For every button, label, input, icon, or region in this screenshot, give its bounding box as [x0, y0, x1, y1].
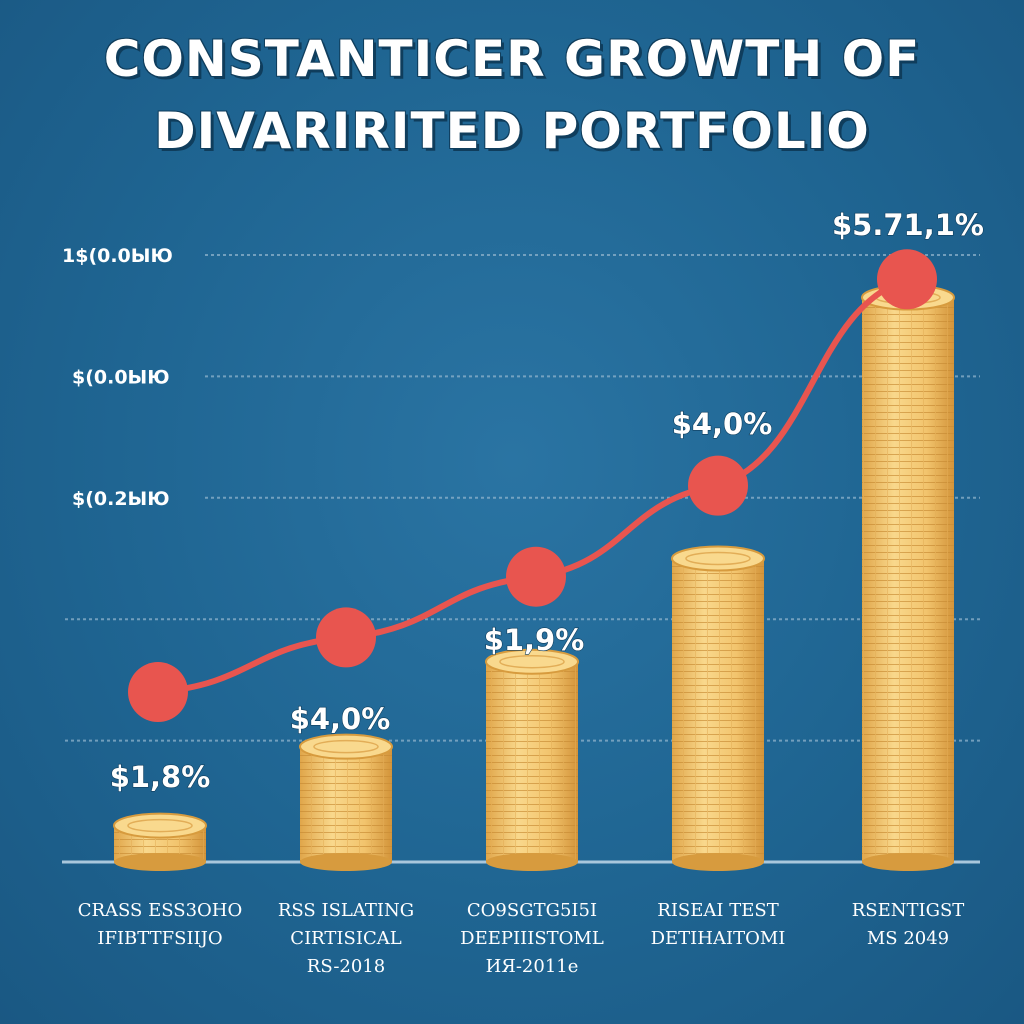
x-category-label: RS-2018 — [307, 956, 385, 977]
y-tick-label: $(0.0ЫЮ — [72, 366, 170, 388]
coin-stack-base — [862, 853, 954, 871]
growth-point — [506, 546, 566, 607]
coin-stack-texture — [862, 297, 954, 862]
coin-top-ring — [313, 739, 379, 754]
data-label: $1,8% — [110, 760, 211, 794]
x-category-label: IFIBTTFSIIJO — [97, 928, 222, 949]
coin-stack-bar — [485, 648, 579, 871]
x-category-label: RSS ISLATING — [278, 900, 414, 921]
x-category-label: RSENTIGST — [852, 900, 965, 921]
coin-stack-base — [672, 853, 764, 871]
x-category-label: CO9SGTG5I5I — [467, 900, 597, 921]
coin-stack-texture — [672, 558, 764, 862]
y-tick-label: $(0.2ЫЮ — [72, 488, 170, 510]
data-label: $4,0% — [290, 702, 391, 736]
chart-title-line-1: CONSTANTICER GROWTH OF — [103, 30, 921, 88]
coin-stack-base — [300, 853, 392, 871]
coin-stack-bar — [671, 545, 765, 871]
y-tick-label: 1$(0.0ЫЮ — [62, 245, 173, 267]
coin-top-ring — [127, 818, 193, 833]
coin-top-ring — [685, 551, 751, 566]
coin-top-ring — [499, 654, 565, 669]
x-category-label: RISEAI TEST — [657, 900, 778, 921]
x-category-label: ИЯ-2011e — [486, 956, 579, 977]
coin-stack-bar — [113, 812, 207, 871]
coin-stack-base — [486, 853, 578, 871]
growth-point — [877, 249, 937, 310]
growth-point — [688, 455, 748, 516]
data-label: $1,9% — [484, 623, 585, 657]
coin-stack-bar — [861, 284, 955, 871]
data-label: $5.71,1% — [832, 208, 984, 242]
coin-stack-top — [299, 733, 393, 760]
growth-point — [128, 662, 188, 723]
chart-title-line-2: DIVARIRITED PORTFOLIO — [154, 102, 870, 160]
growth-point — [316, 607, 376, 668]
x-category-label: CIRTISICAL — [290, 928, 401, 949]
coin-stack-bar — [299, 733, 393, 871]
coin-stack-top — [485, 648, 579, 675]
coin-stack-top — [671, 545, 765, 572]
coin-stack-texture — [300, 746, 392, 862]
x-category-label: DETIHAITOMI — [651, 928, 786, 949]
x-category-label: DEEPIIISTOML — [460, 928, 604, 949]
coin-stack-base — [114, 853, 206, 871]
coin-stack-texture — [486, 661, 578, 862]
coin-stack-top — [113, 812, 207, 839]
x-category-label: MS 2049 — [867, 928, 949, 949]
x-category-label: CRASS ESS3OHO — [78, 900, 243, 921]
data-label: $4,0% — [672, 407, 773, 441]
